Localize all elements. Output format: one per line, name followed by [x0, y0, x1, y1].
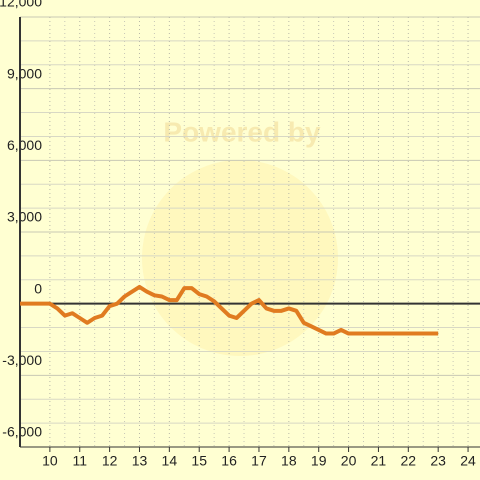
x-tick-label: 17: [251, 453, 267, 469]
x-tick-label: 20: [341, 453, 357, 469]
x-tick-label: 12: [102, 453, 118, 469]
x-tick-label: 13: [132, 453, 148, 469]
x-tick-label: 14: [162, 453, 178, 469]
data-line: [20, 284, 439, 336]
x-tick-label: 19: [311, 453, 327, 469]
y-tick-label: 9,000: [7, 65, 42, 81]
y-tick-label: -6,000: [2, 424, 42, 440]
x-tick-label: 23: [430, 453, 446, 469]
x-tick-label: 18: [281, 453, 297, 469]
x-tick-label: 11: [72, 453, 87, 469]
x-tick-label: 22: [401, 453, 417, 469]
y-tick-label: 6,000: [7, 137, 42, 153]
y-tick-label: 0: [34, 280, 42, 296]
y-tick-label: 12,000: [0, 0, 42, 10]
y-tick-label: 3,000: [7, 209, 42, 225]
watermark: Powered by: [163, 116, 321, 147]
x-tick-label: 21: [371, 453, 387, 469]
x-tick-label: 10: [42, 453, 58, 469]
x-tick-label: 15: [191, 453, 207, 469]
x-tick-label: 16: [221, 453, 237, 469]
y-tick-label: -3,000: [2, 352, 42, 368]
x-tick-label: 24: [460, 453, 476, 469]
